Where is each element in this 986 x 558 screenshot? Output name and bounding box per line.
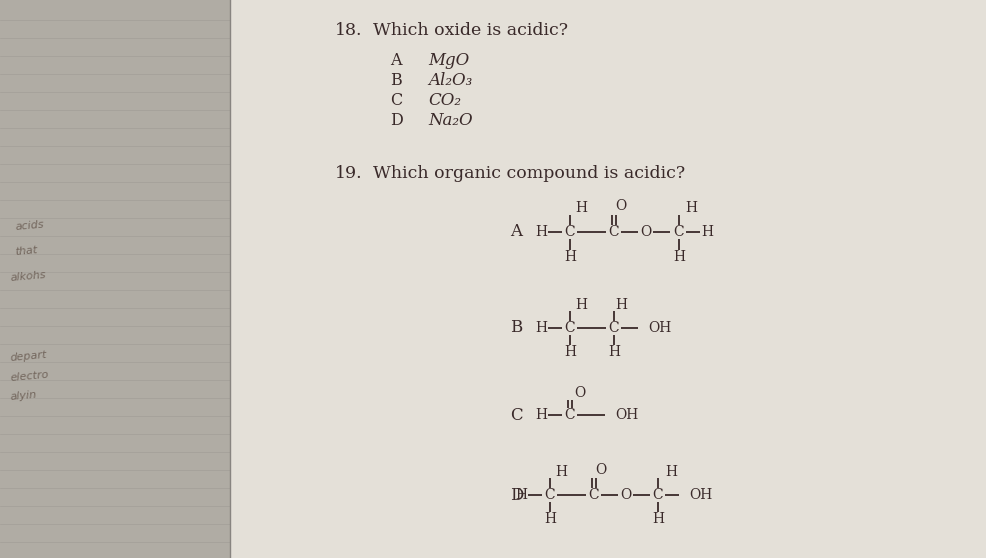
- Text: 18.: 18.: [335, 22, 363, 39]
- Text: H: H: [575, 298, 587, 312]
- Text: acids: acids: [15, 220, 44, 233]
- Text: B: B: [510, 320, 523, 336]
- Text: C: C: [565, 408, 575, 422]
- Text: H: H: [555, 465, 567, 479]
- Text: H: H: [673, 250, 685, 264]
- Text: O: O: [615, 199, 627, 213]
- Text: H: H: [608, 345, 620, 359]
- Text: H: H: [564, 345, 576, 359]
- Text: O: O: [575, 386, 586, 400]
- Text: C: C: [544, 488, 555, 502]
- Text: Na₂O: Na₂O: [428, 112, 472, 129]
- Text: OH: OH: [689, 488, 712, 502]
- Text: H: H: [544, 512, 556, 526]
- Text: C: C: [510, 406, 523, 424]
- Text: C: C: [589, 488, 599, 502]
- Text: B: B: [390, 72, 401, 89]
- Text: O: O: [620, 488, 632, 502]
- Text: D: D: [510, 487, 524, 503]
- Text: Which oxide is acidic?: Which oxide is acidic?: [373, 22, 568, 39]
- Text: H: H: [535, 408, 547, 422]
- Text: D: D: [390, 112, 402, 129]
- Text: that: that: [15, 245, 38, 257]
- Bar: [0, 0, 230, 558]
- Text: 19.: 19.: [335, 165, 363, 182]
- Text: Al₂O₃: Al₂O₃: [428, 72, 472, 89]
- Text: C: C: [565, 321, 575, 335]
- Text: O: O: [596, 463, 606, 477]
- Text: Which organic compound is acidic?: Which organic compound is acidic?: [373, 165, 685, 182]
- Text: H: H: [535, 225, 547, 239]
- Text: A: A: [390, 52, 401, 69]
- Text: H: H: [564, 250, 576, 264]
- Text: CO₂: CO₂: [428, 92, 461, 109]
- Bar: [230, 0, 986, 558]
- Text: C: C: [673, 225, 684, 239]
- Text: alyin: alyin: [10, 390, 37, 402]
- Text: O: O: [640, 225, 652, 239]
- Text: C: C: [565, 225, 575, 239]
- Text: alkohs: alkohs: [10, 270, 46, 283]
- Text: H: H: [665, 465, 677, 479]
- Text: MgO: MgO: [428, 52, 469, 69]
- Text: OH: OH: [615, 408, 638, 422]
- Text: OH: OH: [648, 321, 671, 335]
- Text: H: H: [685, 201, 697, 215]
- Text: C: C: [653, 488, 664, 502]
- Text: electro: electro: [10, 370, 49, 383]
- Text: C: C: [608, 225, 619, 239]
- Text: H: H: [535, 321, 547, 335]
- Text: depart: depart: [10, 350, 47, 363]
- Text: H: H: [652, 512, 664, 526]
- Text: A: A: [510, 224, 522, 240]
- Text: C: C: [608, 321, 619, 335]
- Text: H: H: [615, 298, 627, 312]
- Text: H: H: [515, 488, 527, 502]
- Text: H: H: [575, 201, 587, 215]
- Text: C: C: [390, 92, 402, 109]
- Text: H: H: [701, 225, 713, 239]
